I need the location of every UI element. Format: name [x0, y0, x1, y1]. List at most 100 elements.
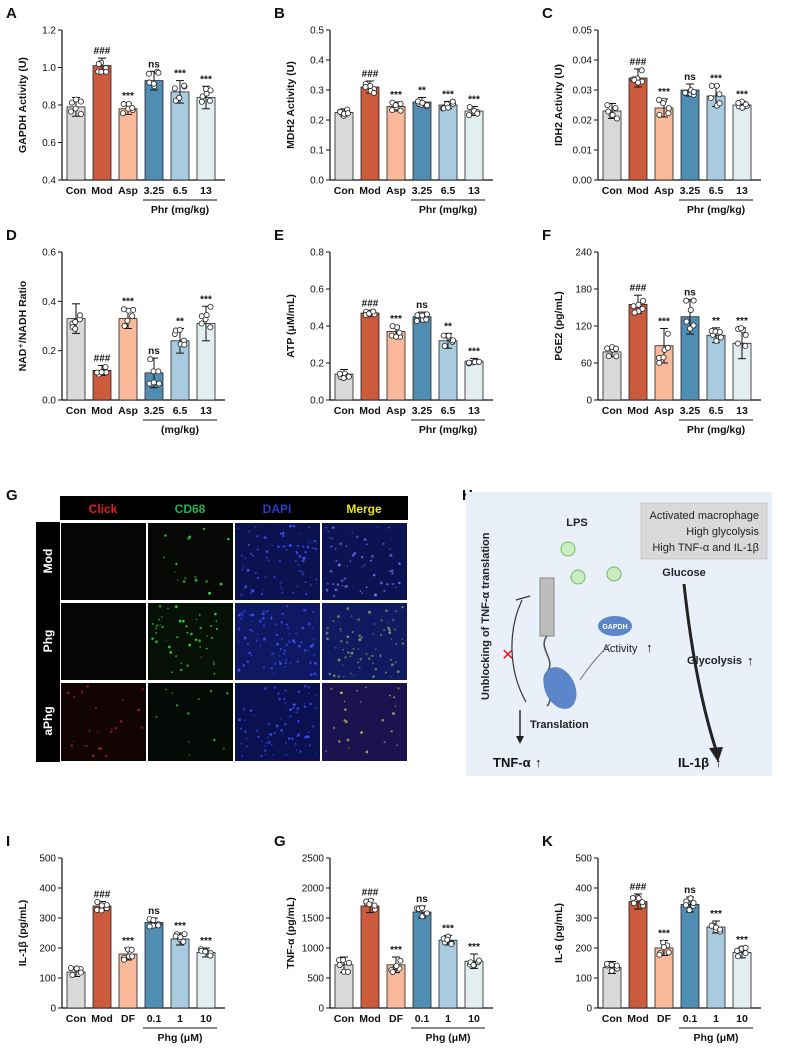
data-point [419, 312, 426, 319]
data-point [145, 70, 152, 77]
micro-speck [340, 579, 344, 582]
y-tick-label: 60 [581, 359, 593, 370]
category-label: 3.25 [144, 185, 165, 197]
bar-13 [732, 104, 752, 181]
category-label: DF [657, 1013, 672, 1025]
receptor-icon [539, 577, 555, 637]
micro-speck [284, 723, 287, 726]
micro-speck [338, 740, 341, 743]
micro-speck [346, 607, 350, 611]
micro-speck [302, 609, 306, 612]
micro-speck [326, 637, 329, 640]
micro-speck [262, 610, 265, 613]
significance-label: ### [94, 890, 111, 901]
micro-speck [340, 640, 343, 643]
category-label: 1 [445, 1013, 451, 1025]
micro-speck [262, 588, 265, 591]
bar-Con [66, 106, 86, 181]
micro-speck [303, 685, 307, 688]
panel-label-b: B [274, 5, 285, 22]
panel-label-f: F [542, 227, 551, 244]
micro-speck [389, 658, 392, 661]
micro-speck [327, 530, 330, 533]
y-tick-label: 500 [575, 854, 592, 865]
data-point [419, 99, 426, 106]
micro-speck [276, 642, 279, 646]
micro-row-label-bar [36, 522, 60, 762]
data-point [664, 344, 671, 351]
micro-speck [199, 626, 202, 630]
micro-speck [263, 624, 266, 627]
data-point [687, 895, 694, 902]
micro-speck [175, 704, 179, 707]
micro-speck [313, 661, 317, 665]
micro-speck [281, 591, 284, 594]
bar-10 [196, 952, 216, 1009]
micro-speck [177, 579, 179, 582]
micro-speck [279, 647, 282, 651]
gapdh-label: GAPDH [602, 624, 627, 631]
significance-label: *** [200, 936, 212, 947]
data-point [177, 934, 184, 941]
data-point [72, 318, 79, 325]
micro-speck [336, 583, 340, 586]
micro-speck [383, 589, 386, 593]
data-point [370, 89, 377, 96]
micro-speck [188, 754, 191, 756]
micro-speck [286, 605, 289, 608]
micro-speck [251, 613, 255, 617]
data-point [605, 108, 612, 115]
micro-speck [210, 636, 214, 640]
data-point [630, 303, 637, 310]
y-tick-label: 0.8 [310, 248, 324, 259]
data-point [207, 303, 214, 310]
micro-speck [309, 673, 313, 677]
micro-speck [244, 585, 248, 589]
micro-speck [372, 574, 376, 577]
y-tick-label: 0 [318, 1004, 324, 1015]
panel-label-g: G [274, 833, 286, 850]
data-point [682, 902, 689, 909]
micro-speck [328, 672, 332, 676]
micro-speck [363, 563, 366, 566]
micro-speck [202, 527, 206, 530]
micro-speck [390, 663, 394, 667]
micro-speck [253, 714, 255, 716]
bar-13 [196, 97, 216, 181]
y-tick-label: 0.2 [310, 116, 324, 127]
micro-speck [265, 556, 268, 559]
micro-speck [174, 605, 178, 609]
micro-speck [286, 706, 288, 708]
micro-speck [263, 536, 267, 540]
micro-speck [325, 750, 327, 752]
data-point [742, 342, 749, 349]
micro-speck [289, 715, 292, 718]
bar-Asp [654, 107, 674, 181]
y-tick-label: 0.0 [310, 176, 324, 187]
data-point [370, 308, 377, 315]
bar-Mod [360, 312, 380, 401]
micro-speck [302, 556, 306, 560]
y-tick-label: 0.2 [310, 359, 324, 370]
data-point [687, 306, 694, 313]
micro-speck [315, 578, 318, 581]
micro-speck [312, 638, 315, 641]
micro-col-merge: Merge [346, 502, 382, 516]
micro-speck [396, 744, 398, 746]
data-point [150, 80, 157, 87]
micro-speck [137, 708, 141, 712]
category-label: Mod [627, 405, 649, 417]
micro-speck [345, 584, 349, 588]
lps-particle-2 [606, 566, 622, 582]
bar-Con [602, 351, 622, 401]
micro-speck [81, 692, 83, 694]
micro-speck [273, 672, 275, 675]
micro-speck [356, 690, 358, 692]
data-point [67, 108, 74, 115]
micro-speck [158, 604, 162, 608]
micro-speck [262, 666, 265, 669]
micro-speck [179, 668, 183, 672]
micro-speck [250, 552, 253, 555]
glycolysis-label: Glycolysis [687, 655, 742, 667]
micro-speck [316, 547, 318, 550]
